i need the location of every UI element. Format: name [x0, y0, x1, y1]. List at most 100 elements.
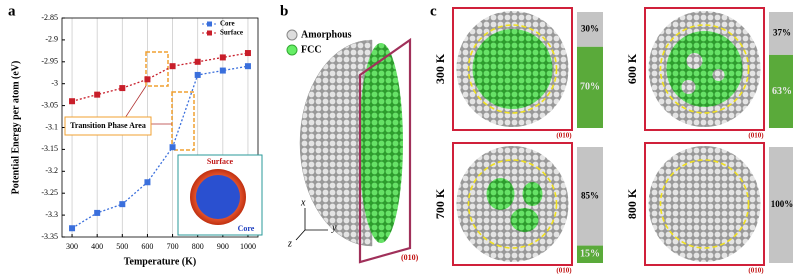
marker: [94, 91, 101, 98]
y-tick-label: -3.2: [45, 166, 58, 175]
amorphous-hole: [681, 80, 696, 94]
temperature-label: 600 K: [625, 53, 639, 84]
y-tick-label: -2.85: [41, 13, 58, 22]
amorphous-bar: [769, 147, 793, 263]
series-line: [71, 65, 249, 229]
marker: [169, 144, 176, 151]
plane-label: (010): [748, 267, 764, 274]
marker: [169, 63, 176, 70]
fcc-region: [522, 182, 543, 206]
marker: [119, 85, 126, 92]
x-tick-label: 600: [141, 242, 153, 251]
fcc-region: [666, 31, 743, 107]
plane-label: (010): [748, 132, 764, 140]
bar-label: 100%: [771, 199, 793, 209]
fcc-bar: [769, 54, 793, 128]
particle: [648, 146, 761, 262]
plane-label: (010): [556, 132, 572, 140]
series-line: [71, 52, 249, 102]
inset-core: [196, 175, 240, 219]
marker: [119, 201, 126, 208]
boundary: [659, 24, 750, 114]
snapshot-frame: [452, 142, 573, 266]
y-tick-label: -3.1: [45, 122, 58, 131]
boundary: [659, 159, 750, 249]
fcc-bar: [577, 245, 603, 263]
amorphous-bar: [769, 12, 793, 55]
marker: [144, 179, 151, 186]
inset-label: Surface: [207, 157, 234, 166]
marker: [69, 98, 76, 105]
fcc-bar: [577, 46, 603, 128]
snapshot: [456, 11, 569, 127]
fcc-region: [486, 178, 515, 210]
snapshot-frame: [644, 7, 765, 131]
inset-label: Core: [238, 224, 255, 233]
plane-label: (010): [401, 253, 419, 262]
legend-marker: [207, 21, 212, 27]
snapshot-frame: [452, 7, 573, 131]
marker: [219, 54, 226, 61]
snapshot: [648, 11, 761, 127]
axis-label: y: [331, 222, 337, 233]
pointer: [124, 85, 147, 119]
y-tick-label: -3.35: [41, 232, 58, 241]
boundary: [467, 159, 558, 249]
bar-label: 15%: [580, 249, 600, 260]
particle: [456, 146, 569, 262]
x-tick-label: 900: [217, 242, 229, 251]
bar-label: 85%: [581, 190, 599, 200]
x-tick-label: 800: [192, 242, 204, 251]
transition-box: [171, 91, 195, 151]
panel-label: b: [280, 3, 288, 19]
bar-label: 70%: [580, 82, 600, 93]
legend-label: Amorphous: [301, 29, 352, 40]
y-tick-label: -3.15: [41, 144, 58, 153]
marker: [94, 209, 101, 216]
temperature-label: 800 K: [625, 188, 639, 219]
panel-label: a: [8, 3, 16, 19]
amorphous-hole: [712, 69, 725, 81]
x-tick-label: 400: [91, 242, 103, 251]
marker: [69, 225, 76, 232]
amorphous-bar: [577, 12, 603, 47]
y-tick-label: -2.9: [45, 35, 58, 44]
snapshot: [648, 146, 761, 262]
plane-label: (010): [556, 267, 572, 274]
y-axis-label: Potential Energy per atom (eV): [10, 61, 21, 195]
y-tick-label: -3.05: [41, 100, 58, 109]
amorphous-hole: [686, 53, 703, 69]
legend-label: Core: [220, 20, 235, 28]
y-tick-label: -3: [51, 79, 58, 88]
annotation: Transition Phase Area: [70, 121, 146, 130]
marker: [219, 67, 226, 74]
snapshot-frame: [644, 142, 765, 266]
bar-label: 30%: [581, 23, 599, 33]
marker: [244, 63, 251, 70]
x-axis-label: Temperature (K): [124, 256, 197, 267]
panel-label: c: [430, 3, 437, 19]
legend-label: Surface: [220, 29, 243, 37]
bar-label: 63%: [772, 86, 792, 97]
temperature-label: 700 K: [433, 188, 447, 219]
marker: [194, 58, 201, 65]
boundary: [467, 24, 558, 114]
marker: [244, 50, 251, 57]
marker: [144, 76, 151, 83]
y-tick-label: -3.25: [41, 188, 58, 197]
annotation-box: [64, 116, 152, 136]
legend-marker: [207, 30, 212, 36]
x-tick-label: 700: [167, 242, 179, 251]
bar-label: 37%: [773, 28, 791, 38]
legend-label: FCC: [301, 44, 322, 55]
axis-label: x: [300, 197, 306, 208]
x-tick-label: 300: [66, 242, 78, 251]
fcc-region: [510, 208, 539, 232]
snapshot: [456, 146, 569, 262]
y-tick-label: -3.3: [45, 210, 58, 219]
temperature-label: 300 K: [433, 53, 447, 84]
amorphous-bar: [577, 147, 603, 246]
axis-label: z: [287, 238, 292, 249]
x-tick-label: 500: [116, 242, 128, 251]
